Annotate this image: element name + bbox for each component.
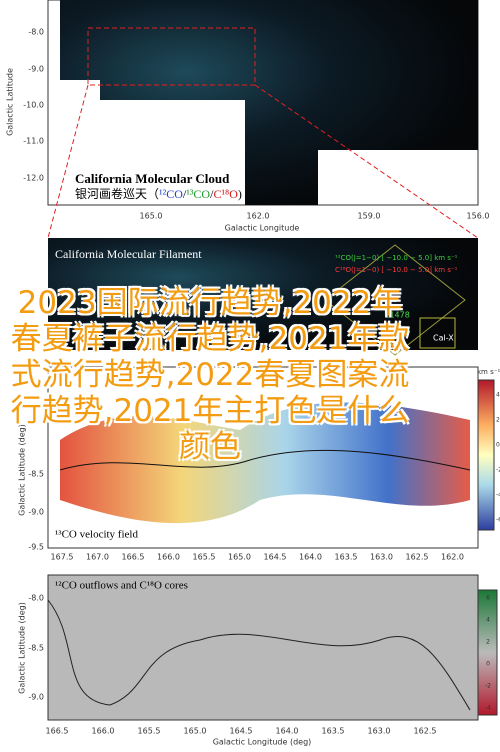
colorbar-tick: -4 bbox=[496, 492, 500, 499]
colorbar-tick: 2 bbox=[496, 417, 500, 424]
x-tick-label: 163.0 bbox=[368, 727, 391, 736]
legend-text: C¹⁸O(J=1−0) [ −10.0 − 5.0] km s⁻¹ bbox=[335, 266, 458, 274]
panel-title: ¹²CO outflows and C¹⁸O cores bbox=[55, 580, 188, 592]
legend-text: C¹⁸O bbox=[213, 187, 238, 201]
x-tick-label: 163.0 bbox=[370, 553, 393, 562]
region bbox=[324, 244, 466, 356]
axis-label: Galactic Latitude (deg) bbox=[18, 602, 27, 694]
y-tick-label: -9.0 bbox=[28, 693, 44, 702]
colorbar bbox=[477, 589, 498, 716]
contour bbox=[59, 449, 471, 471]
x-tick-label: 163.5 bbox=[335, 553, 358, 562]
y-tick-label: -9.5 bbox=[28, 543, 44, 552]
y-tick-label: -12.0 bbox=[23, 174, 44, 183]
x-tick-label: 166.0 bbox=[157, 553, 180, 562]
x-tick-label: 163.5 bbox=[322, 727, 345, 736]
y-tick-label: -8.5 bbox=[28, 470, 44, 479]
axis-label: Galactic Longitude bbox=[225, 224, 300, 233]
frame bbox=[47, 574, 479, 721]
colorbar-tick: -2 bbox=[496, 467, 500, 474]
colorbar-tick: 4 bbox=[496, 392, 500, 399]
x-tick-label: 165.0 bbox=[228, 553, 251, 562]
y-tick-label: -11.0 bbox=[23, 137, 44, 146]
colorbar-tick: 0 bbox=[486, 661, 490, 668]
legend-text: 银河画卷巡天（ bbox=[75, 186, 159, 201]
zoom-line bbox=[47, 84, 89, 239]
panel-title: California Molecular Filament bbox=[55, 247, 202, 261]
legend-text: ) bbox=[238, 187, 242, 201]
colorbar bbox=[477, 379, 495, 531]
legend-text: ¹²CO(J=1−0) [ −10.0 − 5.0] km s⁻¹ bbox=[335, 254, 458, 262]
colorbar-tick: -4 bbox=[485, 705, 491, 712]
panel-title: ¹³CO velocity field bbox=[55, 529, 138, 541]
colorbar-tick: 6 bbox=[486, 595, 490, 602]
legend-text: / bbox=[210, 187, 214, 201]
x-tick-label: 162.5 bbox=[414, 727, 437, 736]
legend-text: ¹²CO bbox=[159, 187, 183, 201]
x-tick-label: 166.5 bbox=[122, 553, 145, 562]
y-tick-label: -8.0 bbox=[28, 594, 44, 603]
region-label: L1478 bbox=[385, 311, 410, 320]
velocity-map bbox=[60, 402, 470, 524]
x-tick-label: 167.0 bbox=[86, 553, 109, 562]
x-tick-label: 162.0 bbox=[247, 212, 270, 221]
x-tick-label: 164.5 bbox=[264, 553, 287, 562]
axis-label: Galactic Latitude bbox=[6, 68, 15, 136]
y-tick-label: -8.5 bbox=[28, 644, 44, 653]
cloud-map bbox=[60, 0, 478, 205]
region bbox=[419, 317, 456, 349]
x-tick-label: 165.5 bbox=[193, 553, 216, 562]
overlay-text: 2023国际流行趋势,2022年春夏裤子流行趋势,2021年款式流行趋势,202… bbox=[10, 285, 410, 465]
legend-title: California Molecular Cloud bbox=[75, 171, 230, 186]
y-tick-label: -10.0 bbox=[23, 101, 44, 110]
x-tick-label: 162.5 bbox=[406, 553, 429, 562]
filament-map bbox=[48, 238, 478, 350]
zoom-line bbox=[254, 84, 479, 239]
y-tick-label: -9.0 bbox=[28, 508, 44, 517]
x-tick-label: 166.0 bbox=[92, 727, 115, 736]
axis-label: Galactic Longitude (deg) bbox=[213, 738, 312, 747]
legend-text: / bbox=[183, 187, 187, 201]
colorbar-tick: 2 bbox=[486, 639, 490, 646]
x-tick-label: 156.0 bbox=[467, 212, 490, 221]
x-tick-label: 164.0 bbox=[299, 553, 322, 562]
y-tick-label: -8.0 bbox=[28, 28, 44, 37]
contour bbox=[47, 599, 471, 711]
x-tick-label: 165.5 bbox=[138, 727, 161, 736]
x-tick-label: 159.0 bbox=[358, 212, 381, 221]
y-tick-label: -9.0 bbox=[28, 65, 44, 74]
zoom-box bbox=[87, 27, 256, 86]
x-tick-label: 162.0 bbox=[441, 553, 464, 562]
colorbar-tick: -2 bbox=[485, 683, 491, 690]
colorbar-unit: km s⁻¹ bbox=[477, 368, 500, 376]
x-tick-label: 165.0 bbox=[140, 212, 163, 221]
region-label: Cal-X bbox=[433, 334, 454, 343]
x-tick-label: 164.0 bbox=[276, 727, 299, 736]
x-tick-label: 167.5 bbox=[51, 553, 74, 562]
colorbar-tick: -6 bbox=[496, 517, 500, 524]
legend-sub: 银河画卷巡天（¹²CO/¹³CO/C¹⁸O) bbox=[75, 186, 242, 201]
axis-label: Galactic Latitude (deg) bbox=[18, 424, 27, 516]
x-tick-label: 166.5 bbox=[46, 727, 69, 736]
legend-text: ¹³CO bbox=[186, 187, 210, 201]
x-tick-label: 165.0 bbox=[184, 727, 207, 736]
colorbar-tick: 4 bbox=[486, 617, 490, 624]
x-tick-label: 164.5 bbox=[230, 727, 253, 736]
colorbar-tick: 0 bbox=[496, 442, 500, 449]
